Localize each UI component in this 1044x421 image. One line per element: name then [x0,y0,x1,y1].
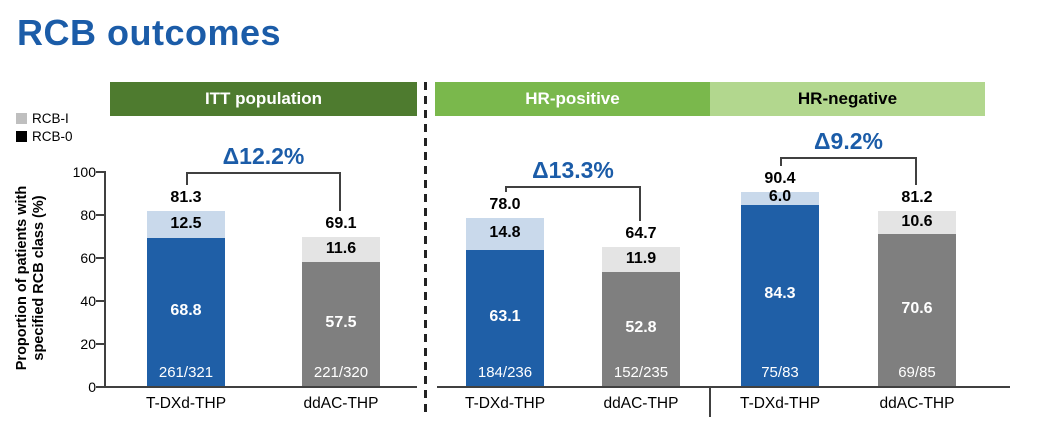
y-tick-label-80: 80 [80,207,96,223]
delta-bracket-right-leg [639,186,641,221]
bar-arm-label: T-DXd-THP [464,395,546,412]
bar-total-label: 78.0 [489,196,521,214]
rcb0-swatch-icon [16,130,27,142]
dashed-separator-line [424,82,427,418]
bar-fraction-label: 152/235 [613,364,669,381]
y-tick-label-20: 20 [80,336,96,352]
delta-bracket-top [780,157,917,159]
legend-label-rcb0: RCB-0 [32,128,73,144]
bar-total-label: 81.2 [901,189,933,207]
legend: RCB-I RCB-0 [16,109,73,145]
bar-segment-rcb1 [147,211,225,239]
bar-segment-rcb0 [302,262,380,386]
bar-arm-label: ddAC-THP [303,395,379,412]
rcb1-swatch-icon [16,112,27,124]
bar-rcb1-label: 6.0 [768,188,792,206]
group-header-0: ITT population [110,82,417,116]
bar-fraction-label: 221/320 [313,364,369,381]
bar-rcb1-label: 10.6 [901,212,933,230]
legend-label-rcb1: RCB-I [32,110,69,126]
delta-bracket-left-leg [186,172,188,186]
delta-bracket-left-leg [780,157,782,166]
bar-rcb1-label: 12.5 [170,214,202,232]
bar-rcb0-label: 70.6 [901,300,933,318]
bar-segment-rcb0 [602,272,680,386]
bar-segment-rcb1 [466,218,544,251]
bar-arm-label: ddAC-THP [879,395,955,412]
y-tick-80 [96,214,105,216]
bar-rcb1-label: 14.8 [489,224,521,242]
bar-rcb0-label: 68.8 [170,302,202,320]
y-tick-40 [96,300,105,302]
y-tick-label-0: 0 [88,379,96,395]
bar-segment-rcb0 [741,204,819,386]
y-tick-label-60: 60 [80,250,96,266]
y-axis-line [104,171,106,388]
bar-total-label: 81.3 [170,189,202,207]
delta-bracket-right-leg [915,157,917,186]
bar-fraction-label: 75/83 [761,364,799,381]
legend-item-rcb1: RCB-I [16,109,73,127]
bar-segment-rcb0 [466,250,544,386]
delta-bracket-left-leg [505,186,507,193]
bar-segment-rcb0 [878,234,956,386]
bar-arm-label: ddAC-THP [603,395,679,412]
bar-rcb1-label: 11.9 [625,249,657,267]
bar-arm-label: T-DXd-THP [739,395,821,412]
bar-segment-rcb0 [147,238,225,386]
bar-fraction-label: 184/236 [477,364,533,381]
bar-segment-rcb1 [741,191,819,205]
delta-label: Δ9.2% [814,128,883,154]
bar-rcb0-label: 52.8 [625,319,657,337]
bar-rcb1-label: 11.6 [325,239,357,257]
bar-arm-label: T-DXd-THP [145,395,227,412]
bar-rcb0-label: 57.5 [325,314,357,332]
group-header-2: HR-negative [710,82,985,116]
x-axis-baseline-hr [437,386,1010,388]
y-tick-60 [96,257,105,259]
delta-bracket-top [186,172,341,174]
bar-segment-rcb1 [602,246,680,273]
bar-rcb0-label: 63.1 [489,308,521,326]
hr-section-divider-line [709,387,711,417]
bar-total-label: 90.4 [764,169,796,187]
delta-label: Δ13.3% [532,157,614,183]
legend-item-rcb0: RCB-0 [16,127,73,145]
y-tick-0 [96,386,105,388]
bar-segment-rcb1 [302,237,380,263]
bar-rcb0-label: 84.3 [764,285,796,303]
y-tick-20 [96,343,105,345]
group-header-1: HR-positive [435,82,710,116]
delta-label: Δ12.2% [222,143,305,169]
bar-total-label: 69.1 [325,215,357,233]
bar-segment-rcb1 [878,211,956,235]
y-tick-label-40: 40 [80,293,96,309]
delta-bracket-right-leg [339,172,341,212]
y-tick-100 [96,171,105,173]
delta-bracket-top [505,186,641,188]
x-axis-baseline-itt [105,386,417,388]
bar-fraction-label: 69/85 [898,364,936,381]
bar-total-label: 64.7 [625,224,657,242]
bar-fraction-label: 261/321 [158,364,214,381]
page-title: RCB outcomes [17,12,282,53]
y-tick-label-100: 100 [72,164,96,180]
